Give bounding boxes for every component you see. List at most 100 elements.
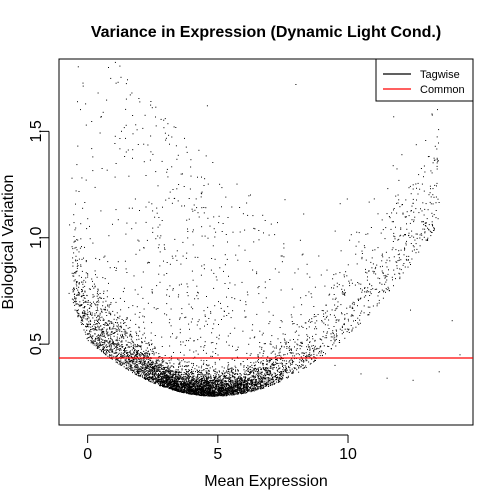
data-point <box>146 378 148 380</box>
data-point <box>162 375 164 377</box>
data-point <box>192 363 194 364</box>
data-point <box>218 392 220 394</box>
data-point <box>167 366 169 368</box>
data-point <box>242 390 244 392</box>
data-point <box>358 241 360 243</box>
data-point <box>114 346 116 348</box>
data-point <box>364 247 366 249</box>
data-point <box>247 388 248 390</box>
data-point <box>273 366 275 368</box>
data-point <box>234 384 236 386</box>
data-point <box>224 392 226 394</box>
data-point <box>216 387 218 389</box>
data-point <box>290 352 292 354</box>
data-point <box>285 343 287 345</box>
data-point <box>368 314 370 316</box>
data-point <box>430 203 432 205</box>
data-point <box>140 371 142 373</box>
data-point <box>239 381 241 383</box>
data-point <box>301 325 303 327</box>
data-point <box>172 388 174 390</box>
data-point <box>204 235 206 237</box>
data-point <box>432 162 434 164</box>
data-point <box>210 380 212 381</box>
data-point <box>409 185 411 187</box>
data-point <box>175 375 177 377</box>
data-point <box>435 217 437 219</box>
data-point <box>136 129 138 131</box>
data-point <box>124 363 126 365</box>
data-point <box>217 380 219 382</box>
data-point <box>251 375 253 377</box>
data-point <box>242 213 244 215</box>
data-point <box>270 374 272 376</box>
data-point <box>233 383 235 385</box>
data-point <box>367 233 369 235</box>
data-point <box>131 361 133 363</box>
data-point <box>190 372 191 374</box>
data-point <box>149 360 151 362</box>
data-point <box>229 376 231 378</box>
data-point <box>254 382 256 384</box>
data-point <box>198 216 200 218</box>
data-point <box>101 331 103 333</box>
data-point <box>157 359 159 361</box>
data-point <box>121 340 123 342</box>
data-point <box>154 376 156 378</box>
data-point <box>89 335 91 337</box>
data-point <box>151 364 153 366</box>
data-point <box>138 353 140 355</box>
data-point <box>85 179 87 181</box>
data-point <box>200 393 202 395</box>
data-point <box>338 320 340 322</box>
data-point <box>107 355 109 357</box>
data-point <box>110 347 112 349</box>
data-point <box>138 371 140 373</box>
data-point <box>251 390 253 392</box>
data-point <box>89 304 91 306</box>
data-point <box>135 253 137 255</box>
data-point <box>119 297 121 299</box>
data-point <box>264 375 266 377</box>
data-point <box>422 202 424 204</box>
data-point <box>150 363 152 365</box>
data-point <box>98 326 100 328</box>
data-point <box>274 353 276 355</box>
data-point <box>225 384 227 386</box>
data-point <box>118 327 120 329</box>
data-point <box>130 369 132 371</box>
data-point <box>115 359 117 361</box>
data-point <box>273 383 275 385</box>
data-point <box>232 345 233 347</box>
data-point <box>262 385 264 387</box>
data-point <box>84 315 86 317</box>
data-point <box>396 168 398 170</box>
data-point <box>81 318 83 320</box>
data-point <box>114 314 116 316</box>
data-point <box>165 199 167 201</box>
data-point <box>212 390 214 392</box>
data-point <box>92 294 94 296</box>
data-point <box>372 263 374 265</box>
data-point <box>232 376 233 378</box>
data-point <box>139 346 141 347</box>
data-point <box>248 366 250 368</box>
data-point <box>139 330 141 332</box>
data-point <box>96 292 98 294</box>
data-point <box>260 371 262 373</box>
data-point <box>194 392 196 394</box>
data-point <box>179 387 181 389</box>
data-point <box>273 372 275 374</box>
data-point <box>153 382 155 384</box>
data-point <box>78 303 80 305</box>
data-point <box>93 324 95 326</box>
data-point <box>334 298 336 300</box>
data-point <box>276 359 278 361</box>
data-point <box>172 375 174 376</box>
data-point <box>221 381 222 383</box>
data-point <box>401 204 403 206</box>
data-point <box>229 384 231 386</box>
data-point <box>120 354 122 356</box>
data-point <box>411 210 412 212</box>
